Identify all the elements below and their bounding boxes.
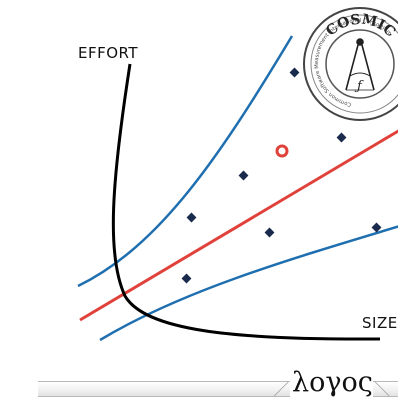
logos-ribbon-right — [373, 381, 398, 397]
data-point — [238, 170, 249, 181]
lower-confidence-band — [99, 225, 398, 342]
upper-confidence-band — [77, 35, 294, 288]
data-point — [181, 273, 192, 284]
cosmic-logo-icon: COSMIC Common Software Measurement Inter… — [303, 7, 398, 121]
regression-line — [79, 129, 398, 322]
effort-curve — [111, 63, 381, 341]
outlier-point — [275, 144, 289, 158]
effort-axis-label: EFFORT — [78, 44, 139, 62]
size-axis-label: SIZE — [362, 314, 398, 332]
compass-icon — [345, 38, 375, 91]
data-point — [186, 212, 197, 223]
data-point — [371, 222, 382, 233]
data-point — [289, 67, 300, 78]
data-point — [264, 227, 275, 238]
logos-ribbon-left — [38, 381, 290, 397]
data-point — [336, 132, 347, 143]
logos-wordmark: λογος — [292, 367, 373, 398]
svg-text:ƒ: ƒ — [354, 79, 364, 94]
